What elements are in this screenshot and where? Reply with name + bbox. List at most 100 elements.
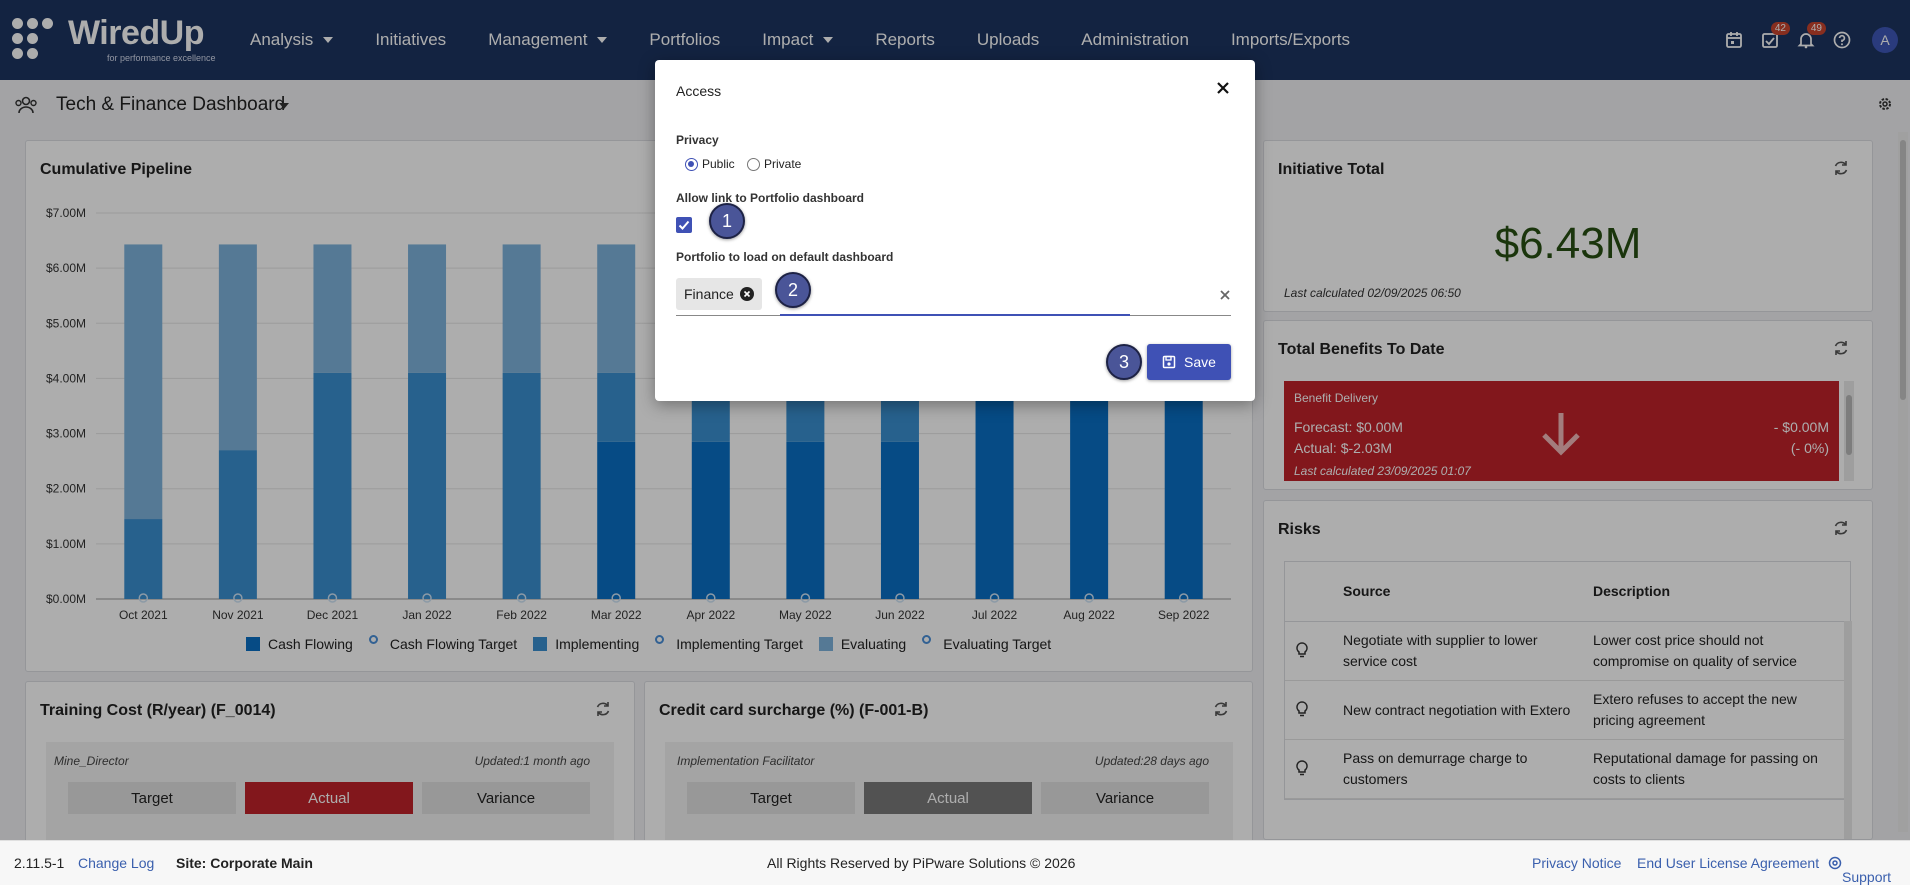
step-marker-1: 1 [709, 203, 745, 239]
kpi-actual-header: Actual [245, 782, 413, 814]
risks-table: Source Description Negotiate with suppli… [1284, 561, 1851, 800]
initiative-total-value: $6.43M [1494, 219, 1642, 268]
kpi-updated: Updated:28 days ago [1094, 754, 1209, 768]
legend-cash-flowing[interactable]: Cash Flowing [246, 636, 353, 652]
dashboard-title[interactable]: Tech & Finance Dashboard [56, 94, 286, 115]
refresh-icon[interactable] [594, 700, 612, 718]
nav-uploads[interactable]: Uploads [976, 30, 1040, 49]
user-avatar[interactable]: A [1872, 27, 1898, 53]
y-tick-label: $3.00M [46, 427, 86, 441]
logo-subtitle: for performance excellence [107, 53, 216, 63]
x-tick-label: Oct 2021 [119, 608, 168, 622]
target-marker [1084, 593, 1094, 603]
nav-reports[interactable]: Reports [875, 30, 935, 49]
radio-dot [685, 157, 698, 171]
target-marker [233, 593, 243, 603]
radio-public[interactable]: Public [685, 157, 735, 171]
table-row[interactable]: Pass on demurrage charge to customers Re… [1285, 740, 1850, 799]
x-tick-label: Feb 2022 [496, 608, 547, 622]
legend-evaluating-target[interactable]: Evaluating Target [922, 634, 1051, 652]
refresh-icon[interactable] [1832, 339, 1850, 357]
x-tick-label: Sep 2022 [1158, 608, 1210, 622]
bar-evaluating [408, 244, 447, 373]
logo-dots-icon [12, 18, 58, 64]
header-source[interactable]: Source [1343, 583, 1391, 599]
kpi-target-header: Target [68, 782, 236, 814]
header-description[interactable]: Description [1593, 583, 1671, 599]
target-marker [989, 593, 1000, 603]
target-marker [422, 593, 432, 603]
page-scrollbar[interactable] [1898, 132, 1908, 832]
table-row[interactable]: New contract negotiation with Extero Ext… [1285, 681, 1850, 740]
check-icon [678, 220, 690, 230]
risk-description: Reputational damage for passing on costs… [1593, 750, 1818, 787]
x-tick-label: Nov 2021 [212, 608, 264, 622]
initiative-total-title: Initiative Total [1278, 161, 1385, 178]
bar-implementing [124, 519, 163, 599]
eula-link[interactable]: End User License Agreement [1637, 855, 1820, 871]
select-focus-underline [780, 314, 1130, 316]
clear-field-icon[interactable] [1219, 289, 1231, 301]
x-tick-label: Aug 2022 [1063, 608, 1115, 622]
access-dialog: Access Privacy Public Private Allow link… [655, 60, 1255, 401]
team-icon [15, 96, 37, 114]
close-icon[interactable] [1215, 80, 1231, 96]
kpi-target-header: Target [687, 782, 855, 814]
bar-evaluating [502, 244, 541, 373]
portfolio-chip[interactable]: Finance [676, 278, 762, 310]
changelog-link[interactable]: Change Log [78, 855, 155, 871]
risk-source: Negotiate with supplier to lower service… [1343, 632, 1538, 669]
risk-source: Pass on demurrage charge to customers [1343, 750, 1528, 787]
step-marker-2: 2 [775, 272, 811, 308]
x-tick-label: Jun 2022 [875, 608, 925, 622]
benefit-delivery-box[interactable]: Benefit Delivery Forecast: $0.00M Actual… [1284, 381, 1839, 481]
nav-analysis[interactable]: Analysis [250, 30, 334, 50]
legend-evaluating[interactable]: Evaluating [818, 636, 906, 652]
wiredup-logo[interactable]: WiredUp for performance excellence [12, 14, 222, 66]
target-marker [138, 593, 149, 603]
allow-link-checkbox[interactable] [676, 217, 692, 233]
risks-scrollbar[interactable] [1844, 621, 1852, 839]
dialog-title: Access [676, 83, 722, 99]
nav-administration[interactable]: Administration [1081, 30, 1189, 49]
y-tick-label: $2.00M [46, 482, 86, 496]
legend-implementing[interactable]: Implementing [533, 636, 639, 652]
x-tick-label: Mar 2022 [591, 608, 642, 622]
benefit-scrollbar[interactable] [1844, 381, 1854, 481]
bar-evaluating [597, 244, 636, 373]
radio-private[interactable]: Private [747, 157, 801, 171]
bell-icon[interactable]: 49 [1788, 22, 1826, 58]
chip-label: Finance [684, 286, 734, 302]
nav-portfolios[interactable]: Portfolios [649, 30, 721, 49]
refresh-icon[interactable] [1832, 159, 1850, 177]
floppy-disk-icon [1162, 355, 1176, 369]
gear-icon[interactable] [1877, 96, 1893, 112]
help-icon[interactable] [1824, 22, 1860, 58]
nav-management[interactable]: Management [488, 30, 608, 50]
risks-card: Risks Source Description Negotiate with … [1263, 500, 1873, 840]
site-label: Site: Corporate Main [176, 855, 313, 871]
kpi-variance-header: Variance [422, 782, 590, 814]
save-label: Save [1184, 354, 1216, 370]
refresh-icon[interactable] [1212, 700, 1230, 718]
legend-cash-flowing-target[interactable]: Cash Flowing Target [368, 634, 517, 652]
calendar-icon[interactable] [1716, 22, 1752, 58]
main-menu: Analysis Initiatives Management Portfoli… [250, 0, 1392, 80]
support-link[interactable]: Support [1828, 855, 1891, 885]
legend-implementing-target[interactable]: Implementing Target [655, 634, 803, 652]
nav-initiatives[interactable]: Initiatives [375, 30, 447, 49]
kpi-owner: Mine_Director [54, 754, 129, 768]
privacy-label: Privacy [676, 133, 719, 147]
save-button[interactable]: Save [1147, 344, 1231, 380]
table-row[interactable]: Negotiate with supplier to lower service… [1285, 622, 1850, 681]
chevron-down-icon[interactable] [279, 103, 289, 109]
chip-remove-icon[interactable] [739, 287, 754, 301]
privacy-notice-link[interactable]: Privacy Notice [1532, 855, 1622, 871]
refresh-icon[interactable] [1832, 519, 1850, 537]
nav-impact[interactable]: Impact [762, 30, 834, 50]
bar-implementing [218, 450, 257, 599]
nav-imports-exports[interactable]: Imports/Exports [1230, 30, 1350, 49]
x-tick-label: May 2022 [779, 608, 832, 622]
initiative-total-card: Initiative Total $6.43M Last calculated … [1263, 140, 1873, 312]
tasks-icon[interactable]: 42 [1752, 22, 1790, 58]
